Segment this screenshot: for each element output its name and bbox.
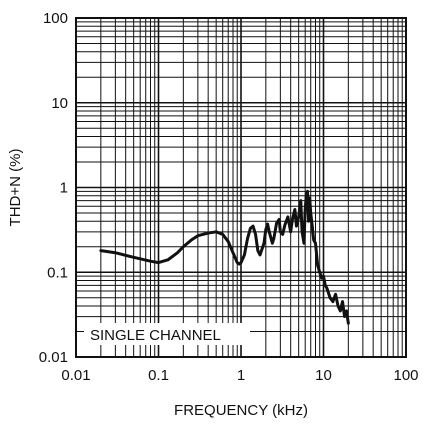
y-tick-label: 1 <box>60 180 68 197</box>
x-tick-label: 0.01 <box>61 367 90 384</box>
y-tick-label: 0.01 <box>39 349 68 366</box>
y-tick-label: 100 <box>43 10 68 27</box>
y-tick-labels: 0.01 0.1 1 10 100 <box>39 10 68 366</box>
x-tick-label: 1 <box>237 367 245 384</box>
grid <box>75 18 406 358</box>
y-tick-label: 0.1 <box>47 264 68 281</box>
annotation-box: SINGLE CHANNEL <box>84 323 250 345</box>
series-line <box>99 189 350 325</box>
x-axis-label: FREQUENCY (kHz) <box>174 402 308 419</box>
y-tick-label: 10 <box>51 95 68 112</box>
plot-border <box>75 17 407 358</box>
x-tick-label: 10 <box>315 367 332 384</box>
x-tick-label: 100 <box>393 367 418 384</box>
x-tick-label: 0.1 <box>148 367 169 384</box>
annotation-label: SINGLE CHANNEL <box>90 327 221 344</box>
y-axis-label: THD+N (%) <box>7 149 24 227</box>
x-tick-labels: 0.01 0.1 1 10 100 <box>61 367 418 384</box>
